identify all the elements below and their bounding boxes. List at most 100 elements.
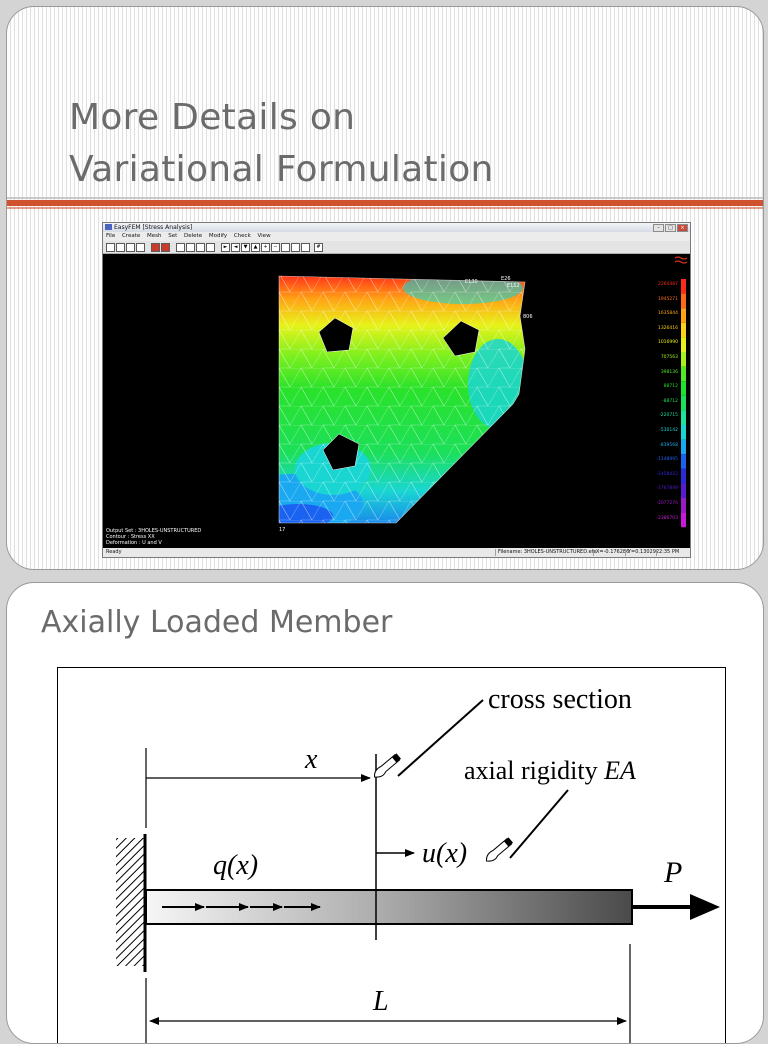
close-button[interactable]: × (677, 224, 688, 232)
slide-variational-formulation: More Details on Variational Formulation … (6, 6, 764, 570)
arrow-left-icon[interactable]: ◄ (231, 243, 240, 252)
legend-swatch (681, 498, 686, 513)
legend-value: 1016990 (657, 340, 678, 346)
legend-value: 1635844 (657, 311, 678, 317)
node-label: 17 (279, 527, 285, 533)
legend-swatch (681, 352, 686, 367)
legend-value: -1458422 (656, 471, 678, 477)
model-viewport[interactable]: E130 E26 E112 806 17 2264487 1945271 16358… (103, 254, 690, 548)
legend-swatch (681, 483, 686, 498)
displacement-label: u(x) (422, 838, 468, 869)
legend-value: -88712 (662, 398, 678, 404)
arrow-right-icon[interactable]: ► (221, 243, 230, 252)
load-p-label: P (664, 856, 683, 889)
node-label: E112 (507, 283, 520, 289)
legend-value: -1767849 (656, 486, 678, 492)
legend-swatch (681, 439, 686, 455)
app-statusbar: Ready Filename: 3HOLES-UNSTRUCTURED.efe … (103, 548, 690, 557)
legend-swatch (681, 308, 686, 323)
output-set-text: Output Set : 3HOLES-UNSTRUCTURED (106, 528, 202, 534)
pointer-hand-icon (374, 753, 402, 778)
hole-3 (322, 433, 360, 471)
legend-value: -530142 (659, 428, 678, 433)
status-filename: Filename: 3HOLES-UNSTRUCTURED.efe (495, 549, 599, 556)
cross-section-leader (397, 699, 484, 777)
node-tool-icon[interactable] (176, 243, 185, 252)
menu-file[interactable]: File (106, 233, 116, 239)
app-window-title: EasyFEM [Stress Analysis] (114, 224, 193, 231)
zoom-in-icon[interactable]: + (261, 243, 270, 252)
legend-swatch (681, 468, 686, 484)
axial-rigidity-leader (509, 789, 569, 859)
slide-title: Axially Loaded Member (41, 605, 393, 640)
legend-value: -2077276 (656, 501, 678, 506)
menu-mesh[interactable]: Mesh (147, 233, 162, 239)
axial-rigidity-text: axial rigidity (464, 756, 598, 785)
x-label: x (305, 744, 318, 775)
maximize-button[interactable]: □ (665, 224, 676, 232)
zoom-out-icon[interactable]: − (271, 243, 280, 252)
solve-icon[interactable] (161, 243, 170, 252)
axial-bar-drawing (116, 699, 720, 1043)
open-file-icon[interactable] (116, 243, 125, 252)
app-toolbar: ► ◄ ▼ ▲ + − # (103, 241, 690, 254)
legend-swatch (681, 279, 686, 294)
legend-swatch (681, 337, 686, 352)
load-p-arrowhead (690, 894, 720, 920)
mesh-icon[interactable] (151, 243, 160, 252)
legend-swatch (681, 293, 686, 309)
menu-create[interactable]: Create (121, 233, 141, 239)
hole-2 (442, 320, 480, 357)
fixed-wall (116, 838, 144, 966)
title-divider-thin (7, 197, 763, 199)
menu-view[interactable]: View (257, 233, 271, 239)
menu-modify[interactable]: Modify (208, 233, 228, 239)
menu-check[interactable]: Check (233, 233, 251, 239)
window-controls: – □ × (652, 224, 688, 233)
constraint-tool-icon[interactable] (206, 243, 215, 252)
plate-shape (279, 276, 525, 523)
app-menubar: File Create Mesh Set Delete Modify Check… (103, 232, 690, 241)
pan-icon[interactable] (291, 243, 300, 252)
ea-symbol: EA (604, 756, 636, 785)
legend-swatch (681, 410, 686, 425)
app-titlebar: EasyFEM [Stress Analysis] – □ × (103, 223, 690, 232)
title-line-2: Variational Formulation (69, 149, 494, 190)
menu-set[interactable]: Set (168, 233, 178, 239)
hole-1 (318, 317, 354, 353)
legend-value: 398136 (660, 369, 678, 375)
axial-member-diagram: cross section axial rigidity EA x u(x) q… (57, 667, 726, 1043)
slide-title: More Details on Variational Formulation (69, 92, 494, 196)
print-icon[interactable] (136, 243, 145, 252)
arrow-up-icon[interactable]: ▲ (251, 243, 260, 252)
rotate-icon[interactable] (674, 256, 688, 264)
contour-text: Contour : Stress XX (106, 534, 155, 540)
legend-swatch (681, 381, 686, 396)
legend-value: 88712 (663, 384, 678, 390)
app-icon (105, 224, 112, 230)
color-legend (681, 279, 686, 528)
new-file-icon[interactable] (106, 243, 115, 252)
minimize-button[interactable]: – (653, 224, 664, 232)
zoom-window-icon[interactable] (281, 243, 290, 252)
menu-delete[interactable]: Delete (184, 233, 203, 239)
element-tool-icon[interactable] (186, 243, 195, 252)
fem-app-screenshot: EasyFEM [Stress Analysis] – □ × File Creat… (102, 222, 691, 558)
fit-view-icon[interactable] (301, 243, 310, 252)
legend-value: -839568 (659, 442, 678, 448)
status-y-coord: Y=0.130292 (625, 549, 661, 556)
legend-swatch (681, 395, 686, 411)
slide-axially-loaded-member: Axially Loaded Member (6, 582, 764, 1044)
save-file-icon[interactable] (126, 243, 135, 252)
arrow-down-icon[interactable]: ▼ (241, 243, 250, 252)
axial-bar (145, 889, 633, 925)
legend-value: 1945271 (657, 296, 678, 302)
status-x-coord: X=-0.176286 (593, 549, 631, 556)
grid-icon[interactable]: # (314, 243, 323, 252)
legend-value: 1326416 (657, 325, 678, 331)
title-divider-accent-shadow (7, 207, 763, 209)
load-tool-icon[interactable] (196, 243, 205, 252)
legend-swatch (681, 322, 686, 338)
legend-value: -2386703 (656, 515, 678, 521)
pointer-hand-icon (486, 837, 514, 862)
